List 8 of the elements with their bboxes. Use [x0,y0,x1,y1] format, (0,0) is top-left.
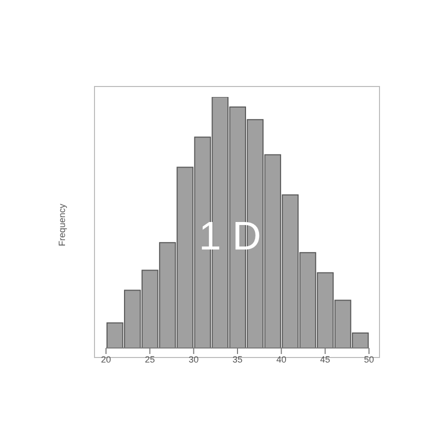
y-axis-title: Frequency [57,204,67,246]
x-tick-label: 40 [276,354,286,364]
x-tick-label: 20 [100,354,112,364]
x-tick-label: 35 [232,354,243,364]
x-tick-label: 30 [188,354,199,364]
x-tick-label: 25 [144,354,155,364]
x-tick-label: 45 [320,354,330,364]
x-tick-label: 50 [364,354,374,364]
